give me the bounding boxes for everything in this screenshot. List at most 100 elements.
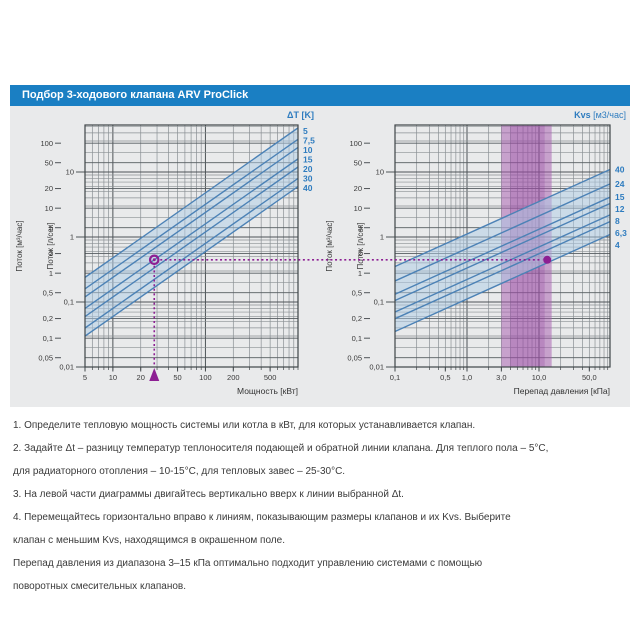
svg-text:0,5: 0,5 [440, 373, 450, 382]
series-label: 12 [615, 204, 625, 214]
series-lines [395, 168, 610, 333]
svg-text:0,1: 0,1 [352, 334, 362, 343]
svg-text:20: 20 [354, 184, 362, 193]
svg-text:3,0: 3,0 [496, 373, 506, 382]
panel-title: Подбор 3-ходового клапана ARV ProClick [22, 89, 249, 101]
series-line [395, 168, 610, 268]
svg-text:0,01: 0,01 [59, 363, 74, 372]
x-axis-title: Мощность [кВт] [237, 386, 298, 396]
x-axis-title: Перепад давления [кПа] [514, 386, 610, 396]
instruction-line: 3. На левой части диаграммы двигайтесь в… [13, 489, 404, 500]
series-label: 40 [615, 164, 625, 174]
svg-text:10: 10 [354, 204, 362, 213]
instruction-line: клапан с меньшим Kvs, находящимся в окра… [13, 535, 285, 546]
series-lines [85, 127, 298, 337]
instruction-line: 4. Перемещайтесь горизонтально вправо к … [13, 512, 511, 523]
series-label: 10 [303, 145, 313, 155]
svg-text:20: 20 [45, 184, 53, 193]
svg-text:0,2: 0,2 [352, 314, 362, 323]
svg-text:10: 10 [45, 204, 53, 213]
svg-text:2: 2 [358, 249, 362, 258]
svg-text:100: 100 [40, 139, 53, 148]
y-axis-outer-title: Поток [м³/час] [325, 220, 334, 271]
series-label: 40 [303, 183, 313, 193]
chart-title: ΔT [K] [287, 110, 314, 120]
svg-text:1,0: 1,0 [462, 373, 472, 382]
series-label: 30 [303, 174, 313, 184]
instruction-line: поворотных смесительных клапанов. [13, 581, 186, 592]
y-axis-inner-title: Поток [л/сек] [356, 222, 365, 269]
svg-text:10,0: 10,0 [532, 373, 547, 382]
series-line [85, 138, 298, 290]
kvs-dot-marker [543, 255, 552, 264]
svg-text:2: 2 [49, 249, 53, 258]
svg-text:5: 5 [358, 223, 362, 232]
y-axis-outer: 100 50 20 10 5 2 1 0,5 0,2 0,1 0,05 Поток [м³/час] [15, 139, 61, 362]
series-label: 15 [303, 155, 313, 165]
svg-text:10: 10 [66, 168, 74, 177]
svg-text:1: 1 [358, 269, 362, 278]
series-line [85, 127, 298, 278]
chart-title: Kvs [м3/час] [574, 110, 626, 120]
svg-text:100: 100 [199, 373, 212, 382]
y-axis-outer-title: Поток [м³/час] [15, 220, 24, 271]
series-line [395, 202, 610, 302]
svg-text:10: 10 [376, 168, 384, 177]
svg-text:50: 50 [173, 373, 181, 382]
svg-text:0,5: 0,5 [352, 288, 362, 297]
y-axis-inner: 10 1 0,1 0,01 Поток [л/сек] [46, 168, 85, 372]
series-line [85, 158, 298, 310]
example-markers [148, 254, 552, 381]
svg-text:50: 50 [45, 158, 53, 167]
svg-text:0,05: 0,05 [38, 353, 53, 362]
svg-text:0,05: 0,05 [347, 353, 362, 362]
instruction-line: Перепад давления из диапазона 3–15 кПа о… [13, 558, 483, 569]
plot-border [84, 124, 299, 368]
svg-text:0,1: 0,1 [390, 373, 400, 382]
svg-text:1: 1 [380, 233, 384, 242]
panel-title-bar: Подбор 3-ходового клапана ARV ProClick [10, 85, 630, 106]
svg-text:1: 1 [49, 269, 53, 278]
left-chart: 5 10 20 50 100 200 500 Мощность [кВт] 100 50 20 10 5… [15, 110, 315, 396]
series-line [395, 196, 610, 295]
instruction-line: 2. Задайте Δt – разницу температур тепло… [13, 443, 549, 454]
series-label: 5 [303, 126, 308, 136]
series-label: 6,3 [615, 228, 627, 238]
series-label: 7,5 [303, 136, 315, 146]
svg-text:0,2: 0,2 [43, 314, 53, 323]
instruction-line: 1. Определите тепловую мощность системы … [13, 420, 476, 431]
svg-text:0,01: 0,01 [369, 363, 384, 372]
svg-text:0,1: 0,1 [64, 298, 74, 307]
svg-text:0,5: 0,5 [43, 288, 53, 297]
svg-text:10: 10 [109, 373, 117, 382]
svg-text:1: 1 [70, 233, 74, 242]
series-line [395, 183, 610, 282]
y-axis-inner: 10 1 0,1 0,01 Поток [л/сек] [356, 168, 395, 372]
svg-text:0,1: 0,1 [43, 334, 53, 343]
svg-text:20: 20 [137, 373, 145, 382]
intersection-circle-marker [148, 254, 160, 266]
series-label: 8 [615, 216, 620, 226]
series-label: 20 [303, 164, 313, 174]
series-line [395, 233, 610, 333]
y-axis-inner-title: Поток [л/сек] [46, 222, 55, 269]
svg-text:5: 5 [83, 373, 87, 382]
right-chart: 0,1 0,5 1,0 3,0 10,0 50,0 Перепад давления [кП… [325, 110, 627, 396]
y-axis-outer: 100 50 20 10 5 2 1 0,5 0,2 0,1 0,05 Поток [м³/час] [325, 139, 370, 362]
series-line [395, 214, 610, 313]
svg-text:50,0: 50,0 [582, 373, 597, 382]
series-line [85, 146, 298, 298]
series-label: 4 [615, 240, 620, 250]
plot-border [394, 124, 611, 368]
x-axis: 0,1 0,5 1,0 3,0 10,0 50,0 Перепад давления [кП… [390, 367, 610, 396]
instruction-line: для радиаторного отопления – 10-15°C, дл… [13, 466, 346, 477]
svg-text:200: 200 [227, 373, 240, 382]
svg-text:5: 5 [49, 223, 53, 232]
svg-text:500: 500 [264, 373, 277, 382]
series-line [85, 185, 298, 337]
svg-text:50: 50 [354, 158, 362, 167]
series-line [85, 177, 298, 329]
svg-text:100: 100 [349, 139, 362, 148]
instructions-block: 1. Определите тепловую мощность системы … [13, 414, 625, 598]
series-label: 24 [615, 179, 625, 189]
